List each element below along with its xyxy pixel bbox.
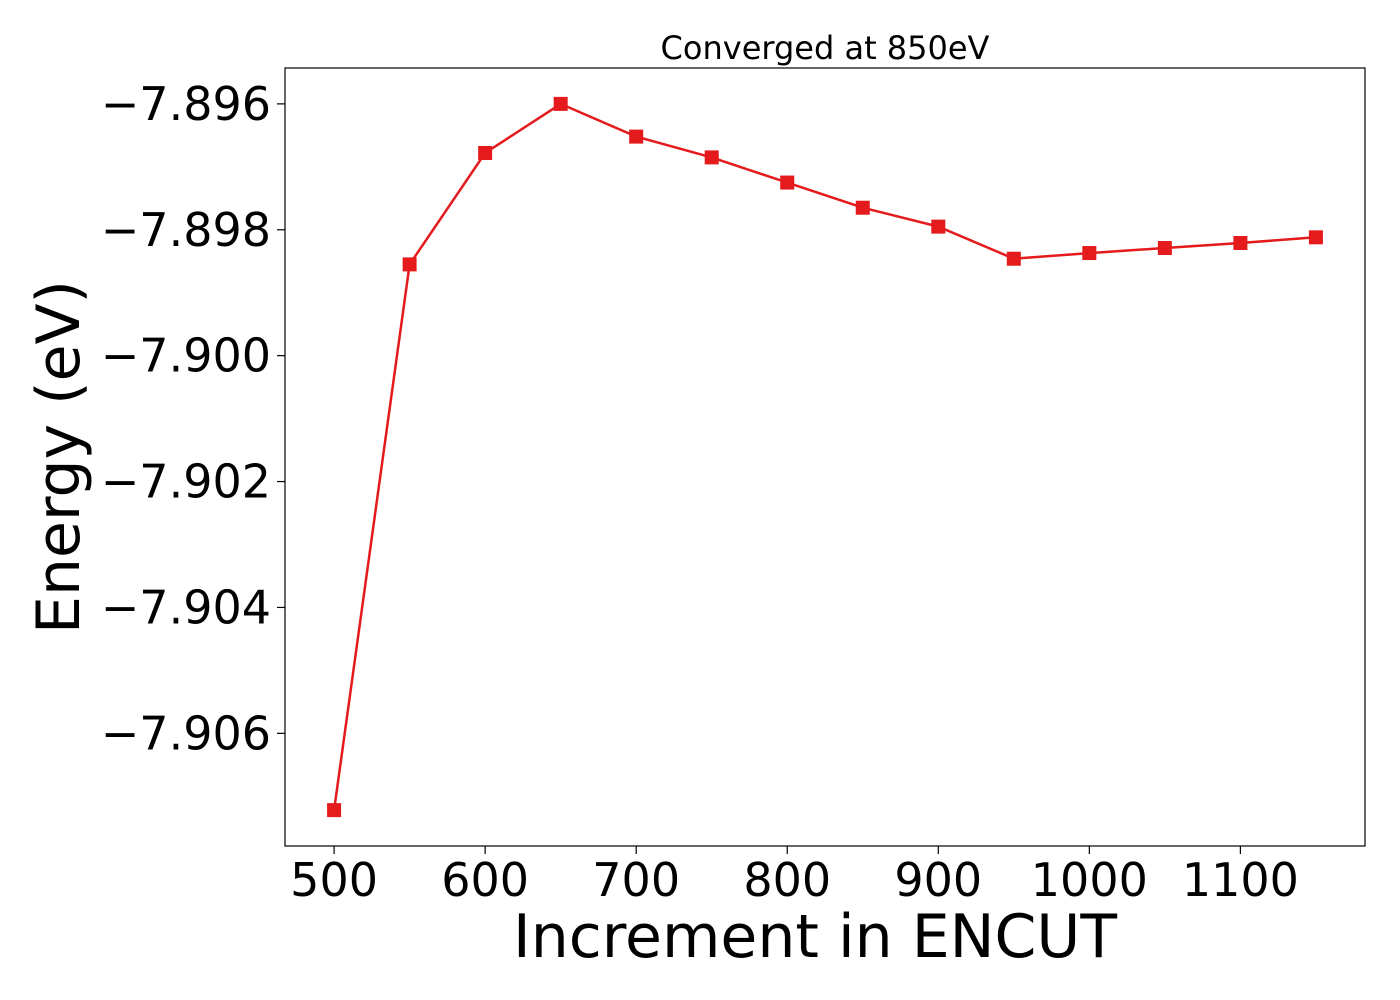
y-tick-label: −7.902 [101,455,271,509]
y-tick-label: −7.896 [101,77,271,131]
data-point-marker [1157,241,1172,256]
chart-title: Converged at 850eV [661,29,990,67]
x-tick-label: 500 [290,853,378,907]
data-point-marker [855,200,870,215]
data-point-marker [1308,230,1323,245]
series-line [332,102,1316,811]
y-tick-label: −7.898 [101,203,271,257]
data-point-marker [327,803,342,818]
x-tick-label: 1100 [1182,853,1299,907]
data-point-marker [553,96,568,111]
data-point-marker [629,129,644,144]
data-point-marker [478,145,493,160]
data-point-marker [402,257,417,272]
data-point-marker [1082,246,1097,261]
y-axis-title: Energy (eV) [24,280,94,634]
data-series [327,96,1323,818]
x-tick-label: 600 [441,853,529,907]
y-tick-label: −7.906 [101,706,271,760]
axis-ticks: 500 600 700 800 900 1000 1100 −7.896 −7.898 −7.90… [101,77,1299,907]
x-tick-label: 700 [592,853,680,907]
x-tick-label: 1000 [1031,853,1148,907]
data-point-marker [1006,251,1021,266]
data-point-marker [931,219,946,234]
x-tick-label: 900 [894,853,982,907]
x-axis-title: Increment in ENCUT [513,902,1117,972]
plot-area-frame [284,67,1366,847]
y-tick-label: −7.900 [101,329,271,383]
data-point-marker [704,150,719,165]
data-point-marker [780,175,795,190]
x-tick-label: 800 [743,853,831,907]
data-point-marker [1233,235,1248,250]
y-tick-label: −7.904 [101,580,271,634]
